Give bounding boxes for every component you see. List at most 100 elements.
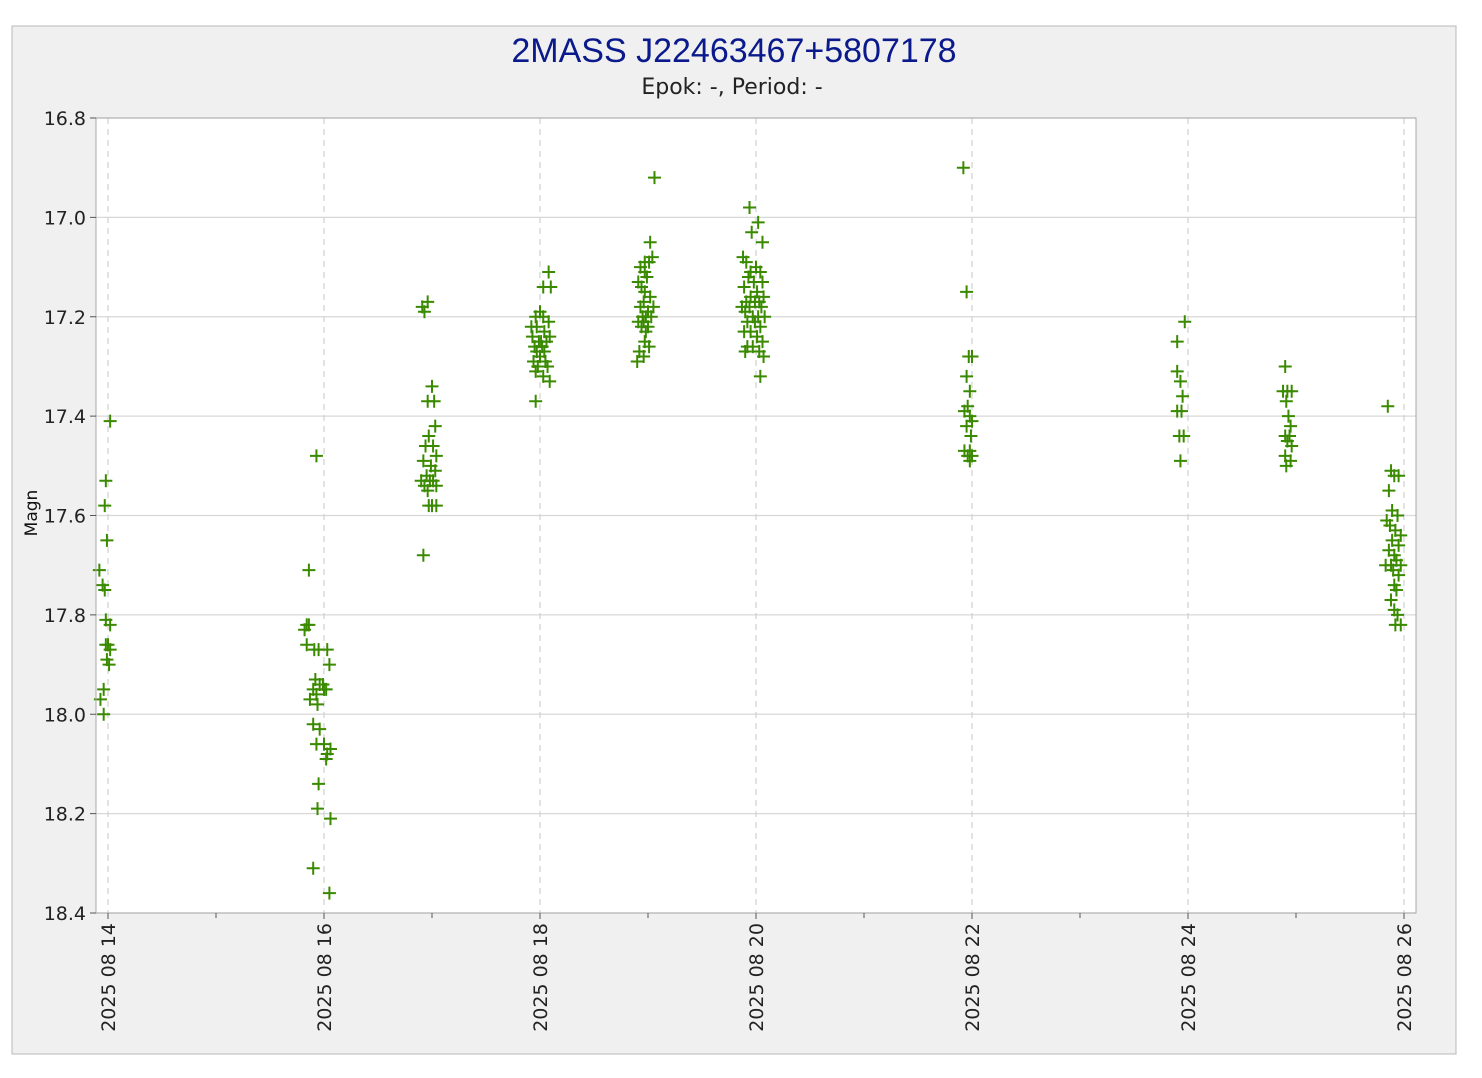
y-tick-label: 16.8 — [44, 108, 86, 130]
data-point — [102, 658, 116, 672]
data-point — [757, 350, 771, 363]
data-point — [103, 414, 117, 428]
data-points — [92, 161, 1408, 900]
data-point — [1391, 509, 1405, 522]
data-point — [319, 752, 333, 766]
data-point — [322, 658, 336, 672]
data-point — [1394, 618, 1408, 632]
data-point — [960, 285, 974, 299]
data-point — [1279, 394, 1293, 408]
data-point — [97, 682, 111, 696]
data-point — [103, 643, 117, 657]
data-point — [1382, 484, 1396, 498]
data-point — [530, 320, 544, 334]
data-point — [422, 429, 436, 443]
data-point — [99, 474, 113, 488]
data-point — [428, 419, 442, 433]
data-point — [544, 280, 558, 294]
y-tick-label: 18.4 — [44, 903, 86, 925]
data-point — [429, 449, 443, 463]
data-point — [647, 171, 661, 185]
data-point — [313, 722, 327, 736]
data-point — [630, 354, 644, 368]
data-point — [643, 235, 657, 249]
data-point — [743, 200, 757, 214]
data-point — [429, 479, 443, 493]
data-point — [1379, 558, 1393, 572]
x-tick-label: 2025 08 16 — [314, 923, 336, 1032]
data-point — [745, 225, 759, 239]
data-point — [1389, 583, 1403, 597]
chart-subtitle: Epok: -, Period: - — [641, 75, 822, 100]
data-point — [103, 618, 117, 632]
data-point — [1394, 528, 1408, 542]
data-point — [1173, 374, 1187, 388]
data-point — [751, 215, 765, 229]
data-point — [298, 623, 312, 637]
x-tick-label: 2025 08 22 — [962, 923, 984, 1032]
data-point — [97, 707, 111, 721]
data-point — [419, 439, 433, 453]
data-point — [1176, 389, 1190, 403]
data-point — [306, 861, 320, 875]
data-point — [755, 275, 769, 289]
data-point — [1381, 399, 1395, 413]
data-point — [323, 812, 337, 826]
data-point — [416, 548, 430, 562]
data-point — [322, 886, 336, 900]
data-point — [427, 394, 441, 408]
data-point — [1392, 538, 1406, 552]
data-point — [428, 464, 442, 478]
data-point — [98, 583, 112, 597]
data-point — [417, 305, 431, 319]
data-point — [963, 384, 977, 398]
data-point — [98, 499, 112, 513]
data-point — [529, 394, 543, 408]
data-point — [960, 369, 974, 383]
data-point — [303, 692, 317, 706]
y-tick-label: 17.0 — [44, 207, 86, 229]
data-point — [92, 563, 106, 577]
x-tick-label: 2025 08 26 — [1394, 923, 1416, 1032]
data-point — [312, 777, 326, 791]
data-point — [529, 364, 543, 378]
data-point — [1394, 558, 1408, 572]
x-tick-label: 2025 08 14 — [98, 923, 120, 1032]
data-point — [1392, 568, 1406, 582]
data-point — [543, 374, 557, 388]
y-tick-label: 18.2 — [44, 804, 86, 826]
data-point — [300, 638, 314, 652]
data-point — [1178, 315, 1192, 329]
data-point — [311, 697, 325, 711]
data-point — [1285, 439, 1299, 453]
data-point — [738, 305, 752, 319]
data-point — [416, 454, 430, 468]
data-point — [1170, 335, 1184, 349]
data-point — [644, 310, 658, 324]
data-point — [1175, 404, 1189, 418]
data-point — [1281, 409, 1295, 423]
data-point — [302, 563, 316, 577]
data-point — [541, 359, 555, 373]
data-point — [640, 270, 654, 284]
data-point — [642, 255, 656, 269]
data-point — [320, 643, 334, 657]
data-point — [642, 340, 656, 354]
data-point — [753, 265, 767, 279]
data-point — [311, 802, 325, 816]
y-tick-label: 17.8 — [44, 605, 86, 627]
data-point — [319, 682, 333, 696]
data-point — [960, 419, 974, 433]
data-point — [1392, 469, 1406, 483]
y-axis-label: Magn — [22, 490, 42, 537]
chart-title: 2MASS J22463467+5807178 — [511, 32, 956, 70]
data-point — [964, 429, 978, 443]
data-point — [100, 533, 114, 547]
data-point — [429, 499, 443, 513]
data-point — [758, 310, 772, 324]
data-point — [309, 449, 323, 463]
data-point — [1279, 459, 1293, 473]
data-point — [542, 265, 556, 279]
data-point — [739, 255, 753, 269]
